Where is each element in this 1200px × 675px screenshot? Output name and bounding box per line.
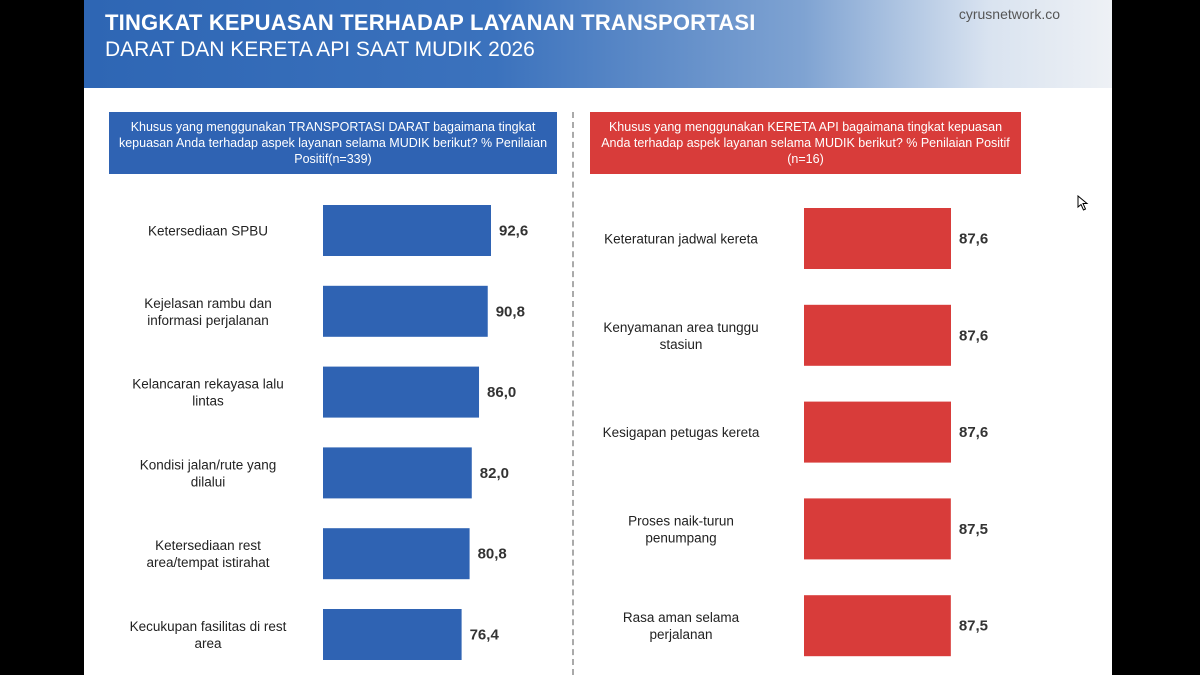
category-label-2: Kejelasan rambu dan informasi perjalanan [144,296,272,328]
chart-kereta: 87,6 Keteraturan jadwal kereta 87,6 Kenyama… [603,208,988,657]
value-label-6: 76,4 [470,627,500,644]
category-label-3: Kesigapan petugas kereta [603,425,760,440]
value-label-5: 80,8 [478,546,507,563]
category-label-5: Rasa aman selama perjalanan [623,610,740,642]
value-label-3: 86,0 [487,384,516,401]
bar-4 [804,498,951,560]
bar-1 [323,205,491,256]
brand-url: cyrusnetwork.co [958,6,1060,22]
bar-1 [804,208,951,269]
value-label-3: 87,6 [959,424,988,441]
category-label-1: Ketersediaan SPBU [148,224,268,239]
value-label-4: 87,5 [959,521,988,538]
bar-4 [323,447,472,499]
value-label-1: 87,6 [959,231,988,248]
slide: TINGKAT KEPUASAN TERHADAP LAYANAN TRANSP… [84,0,1112,675]
mouse-cursor-icon [1077,195,1089,211]
category-label-4: Proses naik-turun penumpang [628,513,734,545]
category-label-1: Keteraturan jadwal kereta [604,232,758,247]
value-label-2: 87,6 [959,327,988,344]
bar-5 [323,528,470,580]
title-line-1: TINGKAT KEPUASAN TERHADAP LAYANAN TRANSP… [105,10,756,35]
bar-2 [804,304,951,366]
question-text-kereta: Khusus yang menggunakan KERETA API bagai… [601,120,1010,166]
header-banner: TINGKAT KEPUASAN TERHADAP LAYANAN TRANSP… [84,0,1112,88]
value-label-5: 87,5 [959,618,988,635]
value-label-2: 90,8 [496,303,525,320]
category-label-4: Kondisi jalan/rute yang dilalui [140,457,277,489]
value-label-1: 92,6 [499,223,528,240]
bar-6 [323,609,462,660]
chart-darat: 92,6 Ketersediaan SPBU 90,8 Kejelasan rambu… [130,205,528,660]
value-label-4: 82,0 [480,465,509,482]
bar-5 [804,595,951,657]
question-box-kereta: Khusus yang menggunakan KERETA API bagai… [590,112,1021,174]
category-label-5: Ketersediaan rest area/tempat istirahat [146,538,269,570]
dashed-divider [572,112,574,675]
category-label-2: Kenyamanan area tunggu stasiun [603,320,758,352]
question-box-darat: Khusus yang menggunakan TRANSPORTASI DAR… [109,112,557,174]
bar-3 [323,366,480,418]
bar-2 [323,285,488,337]
category-label-6: Kecukupan fasilitas di rest area [130,619,287,651]
question-text-darat: Khusus yang menggunakan TRANSPORTASI DAR… [118,120,548,166]
category-label-3: Kelancaran rekayasa lalu lintas [132,377,284,409]
title-line-2: DARAT DAN KERETA API SAAT MUDIK 2026 [105,38,535,61]
bar-3 [804,401,951,463]
